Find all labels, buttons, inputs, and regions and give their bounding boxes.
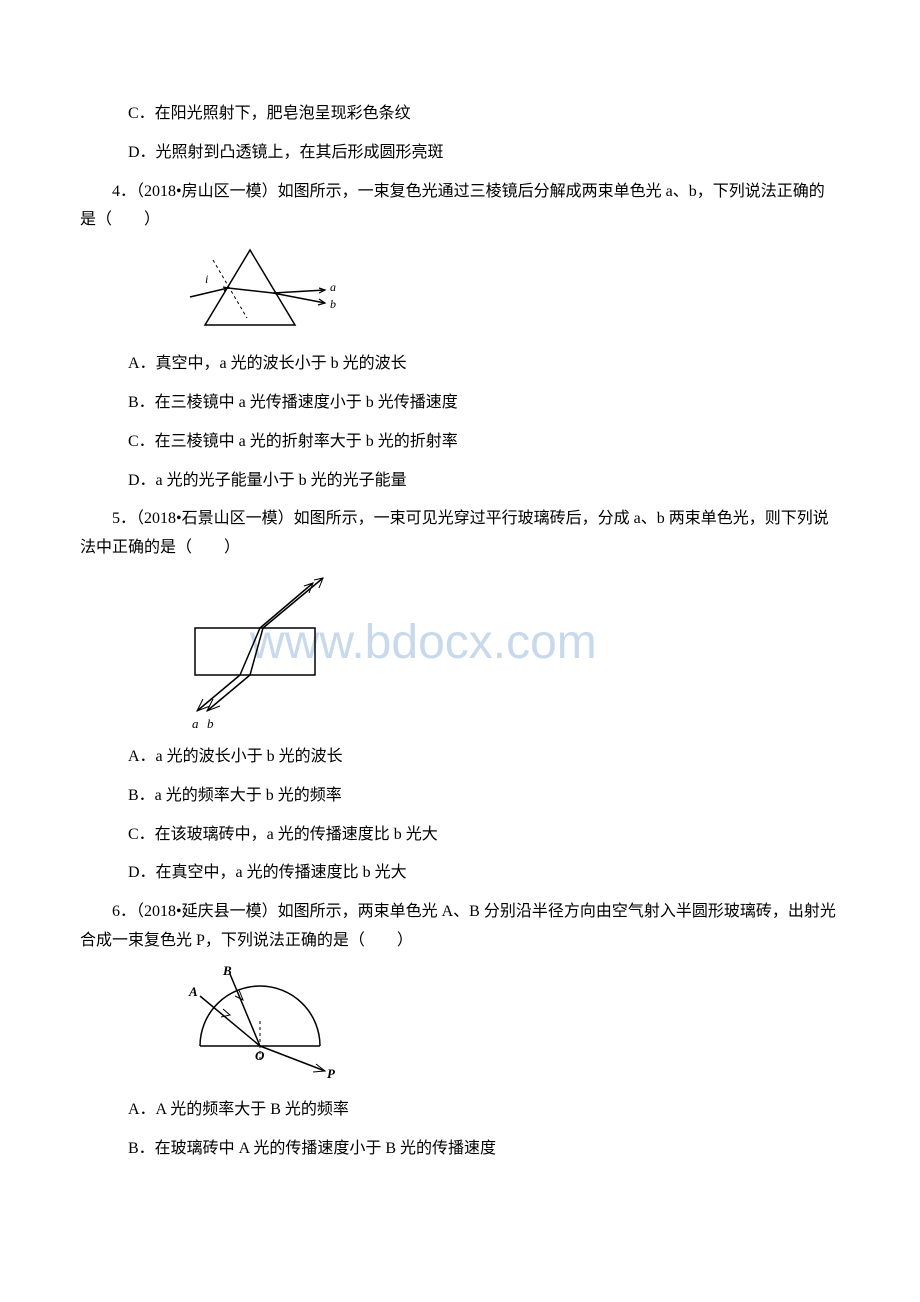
q6-stem: 6．（2018•延庆县一模）如图所示，两束单色光 A、B 分别沿半径方向由空气射…: [80, 898, 840, 956]
q5-option-c: C．在该玻璃砖中，a 光的传播速度比 b 光大: [80, 821, 840, 850]
q6-option-a: A．A 光的频率大于 B 光的频率: [80, 1096, 840, 1125]
q4-option-c: C．在三棱镜中 a 光的折射率大于 b 光的折射率: [80, 428, 840, 457]
prism-triangle: [205, 250, 295, 325]
incident-b: [207, 675, 250, 711]
ray-b-in: [230, 974, 260, 1046]
incident-a: [197, 675, 240, 711]
label-b: B: [222, 966, 232, 978]
q5-stem: 5．（2018•石景山区一模）如图所示，一束可见光穿过平行玻璃砖后，分成 a、b…: [80, 505, 840, 563]
ray-p-out: [260, 1046, 325, 1071]
q6-option-b: B．在玻璃砖中 A 光的传播速度小于 B 光的传播速度: [80, 1135, 840, 1164]
page-content: C．在阳光照射下，肥皂泡呈现彩色条纹 D．光照射到凸透镜上，在其后形成圆形亮斑 …: [80, 100, 840, 1163]
out-b: [263, 578, 323, 628]
q5-diagram: a b: [185, 573, 840, 733]
pre-option-d: D．光照射到凸透镜上，在其后形成圆形亮斑: [80, 139, 840, 168]
label-i: i: [205, 272, 208, 286]
q4-option-d: D．a 光的光子能量小于 b 光的光子能量: [80, 467, 840, 496]
q6-diagram: A B O P: [185, 966, 840, 1086]
q4-stem: 4．（2018•房山区一模）如图所示，一束复色光通过三棱镜后分解成两束单色光 a…: [80, 178, 840, 236]
label-a: A: [188, 984, 198, 999]
label-a: a: [192, 716, 199, 731]
arrow-a: [221, 1009, 230, 1017]
label-b: b: [330, 297, 336, 311]
label-o: O: [255, 1048, 265, 1063]
q4-option-a: A．真空中，a 光的波长小于 b 光的波长: [80, 350, 840, 379]
out-a: [260, 583, 313, 628]
q5-option-b: B．a 光的频率大于 b 光的频率: [80, 782, 840, 811]
q5-option-a: A．a 光的波长小于 b 光的波长: [80, 743, 840, 772]
label-a: a: [330, 280, 336, 294]
label-b: b: [207, 716, 214, 731]
q4-diagram: i a b: [185, 245, 840, 340]
glass-slab: [195, 628, 315, 675]
label-p: P: [327, 1066, 336, 1081]
pre-option-c: C．在阳光照射下，肥皂泡呈现彩色条纹: [80, 100, 840, 129]
ray-a-in: [200, 996, 260, 1046]
q4-option-b: B．在三棱镜中 a 光传播速度小于 b 光传播速度: [80, 389, 840, 418]
q5-option-d: D．在真空中，a 光的传播速度比 b 光大: [80, 859, 840, 888]
ray-a: [273, 290, 325, 293]
semicircle: [200, 986, 320, 1046]
ray-in-prism: [228, 288, 273, 293]
